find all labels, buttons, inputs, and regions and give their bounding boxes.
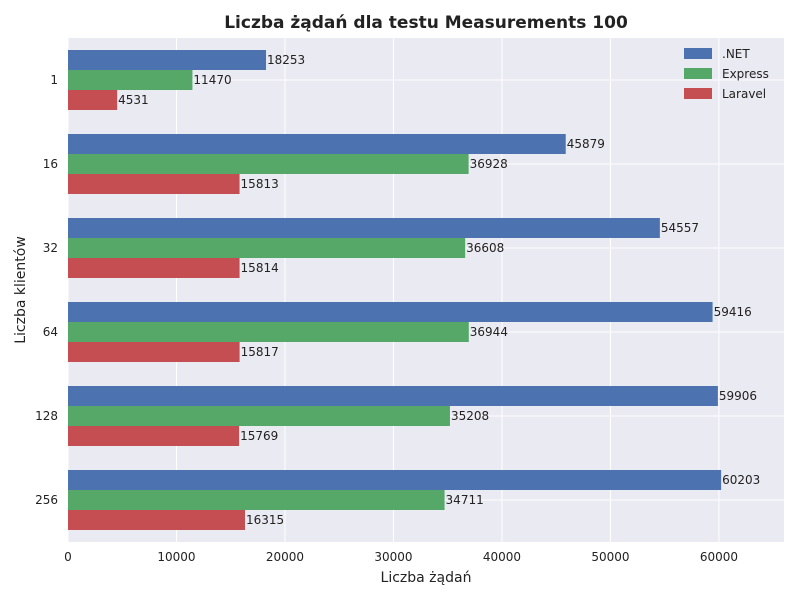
legend-label-laravel: Laravel [722, 87, 766, 101]
bar-laravel-32 [68, 258, 240, 278]
bar-laravel-16 [68, 174, 240, 194]
bar-express-16 [68, 154, 469, 174]
bar-value-label: 11470 [193, 73, 231, 87]
bar-laravel-1 [68, 90, 118, 110]
bar-express-1 [68, 70, 193, 90]
bar-value-label: 36928 [470, 157, 508, 171]
bar-net-128 [68, 386, 718, 406]
bar-value-label: 4531 [118, 93, 149, 107]
x-axis-ticks: 0 10000 20000 30000 40000 50000 60000 [64, 550, 738, 564]
bar-laravel-64 [68, 342, 240, 362]
y-tick-label: 256 [35, 493, 58, 507]
bar-net-256 [68, 470, 722, 490]
bar-value-label: 36608 [466, 241, 504, 255]
x-tick-label: 30000 [374, 550, 412, 564]
y-axis-label: Liczba klientów [13, 236, 29, 344]
bar-value-label: 35208 [451, 409, 489, 423]
bar-value-label: 15769 [240, 429, 278, 443]
bar-value-label: 60203 [722, 473, 760, 487]
bar-net-1 [68, 50, 267, 70]
bar-laravel-256 [68, 510, 245, 530]
y-tick-label: 16 [43, 157, 58, 171]
bar-value-label: 16315 [246, 513, 284, 527]
bar-value-label: 59906 [719, 389, 757, 403]
bars [68, 50, 722, 530]
plot-background [68, 38, 784, 542]
legend-label-express: Express [722, 67, 769, 81]
bar-express-128 [68, 406, 450, 426]
bar-value-label: 36944 [470, 325, 508, 339]
bar-express-64 [68, 322, 469, 342]
bar-value-label: 59416 [714, 305, 752, 319]
x-tick-label: 10000 [157, 550, 195, 564]
legend: .NET Express Laravel [684, 47, 769, 101]
bar-value-label: 34711 [446, 493, 484, 507]
legend-label-net: .NET [722, 47, 750, 61]
bar-net-32 [68, 218, 660, 238]
bar-value-label: 15814 [241, 261, 279, 275]
x-tick-label: 20000 [266, 550, 304, 564]
x-tick-label: 40000 [483, 550, 521, 564]
legend-swatch-laravel [684, 88, 712, 99]
x-tick-label: 60000 [700, 550, 738, 564]
data-labels: 18253 11470 4531 45879 36928 15813 54557 36608 1… [118, 53, 760, 527]
bar-net-64 [68, 302, 713, 322]
chart-title: Liczba żądań dla testu Measurements 100 [224, 13, 628, 33]
bar-value-label: 15817 [241, 345, 279, 359]
bar-express-256 [68, 490, 445, 510]
bar-express-32 [68, 238, 466, 258]
legend-swatch-express [684, 68, 712, 79]
y-tick-label: 64 [43, 325, 58, 339]
x-tick-label: 0 [64, 550, 72, 564]
bar-value-label: 45879 [567, 137, 605, 151]
bar-value-label: 15813 [241, 177, 279, 191]
y-tick-label: 32 [43, 241, 58, 255]
x-tick-label: 50000 [591, 550, 629, 564]
bar-net-16 [68, 134, 566, 154]
y-tick-label: 128 [35, 409, 58, 423]
bar-value-label: 54557 [661, 221, 699, 235]
legend-swatch-net [684, 48, 712, 59]
y-axis-ticks: 1 16 32 64 128 256 [35, 73, 58, 507]
bar-laravel-128 [68, 426, 240, 446]
bar-value-label: 18253 [267, 53, 305, 67]
x-axis-label: Liczba żądań [381, 570, 472, 586]
y-tick-label: 1 [50, 73, 58, 87]
